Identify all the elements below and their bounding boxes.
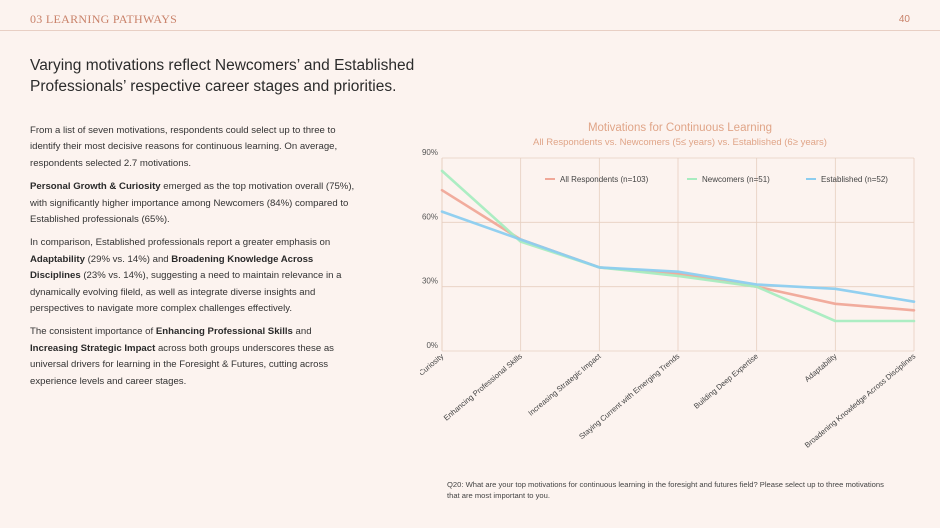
x-tick-label: Building Deep Expertise xyxy=(692,352,760,411)
text-run: The consistent importance of xyxy=(30,326,156,338)
bold-phrase: Broadening Knowledge Across Disciplines xyxy=(30,253,314,282)
legend-label: Newcomers (n=51) xyxy=(702,175,770,184)
paragraph-1: From a list of seven motivations, respon… xyxy=(30,125,338,169)
x-tick-label: Increasing Strategic Impact xyxy=(526,351,603,418)
text-run: (29% vs. 14%) and xyxy=(84,253,172,265)
x-tick-label: Personal Growth & Curiosity xyxy=(420,352,445,420)
x-tick-label: Enhancing Professional Skills xyxy=(442,352,524,423)
bold-phrase: Adaptability xyxy=(30,253,85,265)
legend-label: Established (n=52) xyxy=(821,175,888,184)
series-line xyxy=(440,210,916,303)
chart-title: Motivations for Continuous Learning xyxy=(587,122,773,134)
bold-phrase: Enhancing Professional Skills xyxy=(155,326,293,338)
chart-subtitle: All Respondents vs. Newcomers (5≤ years)… xyxy=(533,137,827,148)
text-run: (23% vs. 14%), suggesting a need to main… xyxy=(30,270,342,315)
paragraph-2: Personal Growth & Curiosity emerged as t… xyxy=(30,179,360,228)
y-tick-label: 30% xyxy=(422,277,438,286)
footnote: Q20: What are your top motivations for c… xyxy=(447,480,884,500)
text-run: In comparison, Established professionals… xyxy=(30,237,331,249)
text-run: across both groups underscores these as … xyxy=(30,342,334,387)
section-title: 03 LEARNING PATHWAYS xyxy=(30,12,178,26)
bold-phrase: Increasing Strategic Impact xyxy=(30,342,156,354)
y-tick-label: 90% xyxy=(422,148,438,157)
page-header: 03 LEARNING PATHWAYS 40 xyxy=(0,0,940,31)
series-line xyxy=(440,169,916,323)
paragraph-3: In comparison, Established professionals… xyxy=(30,235,360,317)
y-tick-label: 0% xyxy=(426,341,438,350)
bold-phrase: Personal Growth & Curiosity xyxy=(30,181,161,193)
text-run: and xyxy=(292,326,312,338)
body-text: From a list of seven motivations, respon… xyxy=(30,123,360,397)
paragraph-4: The consistent importance of Enhancing P… xyxy=(30,324,360,390)
legend-label: All Respondents (n=103) xyxy=(560,175,649,184)
headline: Varying motivations reflect Newcomers’ a… xyxy=(30,57,415,95)
line-chart: 0% 30% 60% 90% Personal Growth & CuriosityEn… xyxy=(420,148,917,450)
y-tick-label: 60% xyxy=(422,212,438,221)
x-tick-label: Adaptability xyxy=(803,352,839,384)
text-run: emerged as the top motivation overall (7… xyxy=(30,181,355,226)
page-number: 40 xyxy=(898,14,910,25)
